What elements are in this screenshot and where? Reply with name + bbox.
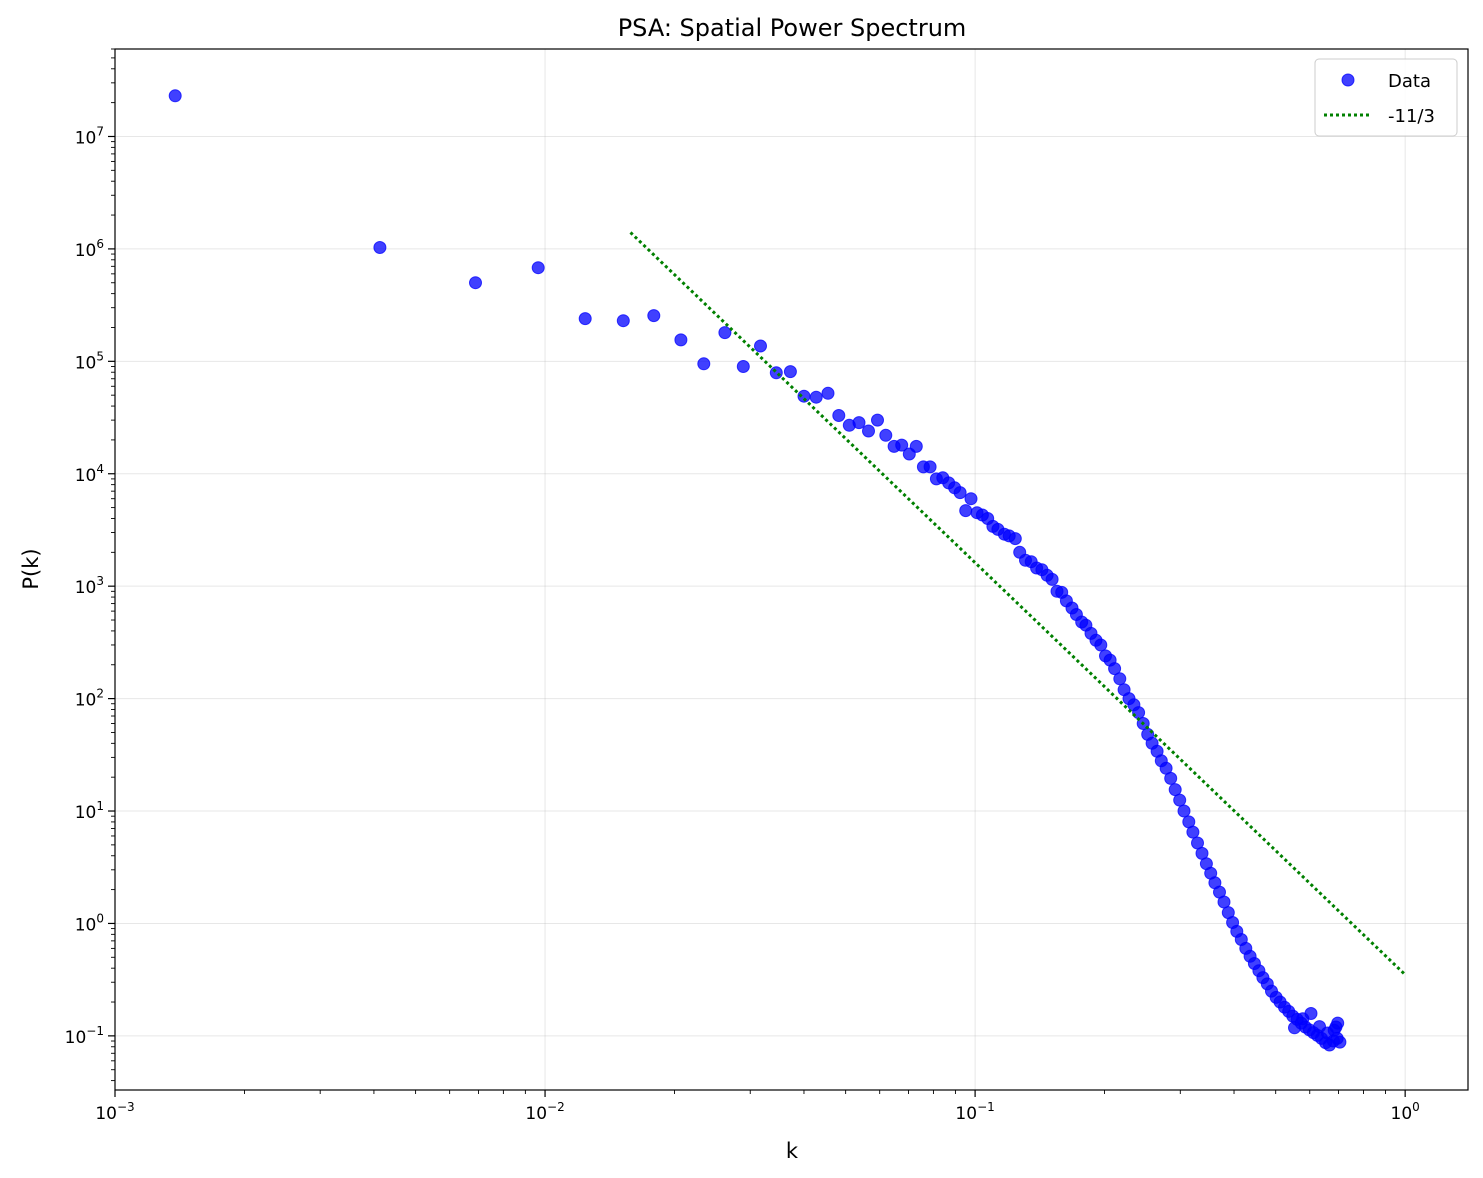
data-point [647, 309, 661, 323]
y-axis-label: P(k) [19, 548, 43, 589]
y-tick-label: 104 [75, 462, 104, 486]
data-point [697, 357, 711, 371]
data-point [964, 492, 978, 506]
data-point [1113, 672, 1127, 686]
data-point [1094, 638, 1108, 652]
data-point [909, 439, 923, 453]
y-tick-label: 10−1 [65, 1024, 104, 1048]
x-axis-label: k [786, 1139, 799, 1163]
data-point [1164, 771, 1178, 785]
data-point [754, 339, 767, 353]
plot-background [115, 49, 1468, 1090]
data-point [1333, 1035, 1347, 1049]
legend-label-data: Data [1388, 71, 1431, 92]
x-tick-label: 10−2 [525, 1100, 564, 1124]
data-point [852, 416, 866, 430]
y-tick-label: 101 [75, 799, 104, 823]
data-point [531, 261, 545, 275]
data-point [736, 360, 750, 373]
x-tick-label: 10−3 [95, 1100, 134, 1124]
x-tick-label: 10−1 [955, 1100, 994, 1124]
data-point [1329, 1020, 1343, 1034]
y-tick-label: 106 [75, 237, 104, 261]
y-tick-label: 107 [75, 124, 104, 148]
data-point [674, 333, 688, 347]
data-point [718, 326, 732, 340]
data-point [1008, 532, 1022, 546]
legend-marker-data [1341, 73, 1355, 87]
data-point [953, 486, 967, 500]
plot-frame [114, 48, 1469, 1091]
data-point [895, 438, 909, 452]
data-point [168, 89, 182, 103]
data-point [862, 424, 875, 438]
series-layer [168, 89, 1407, 1052]
data-point [616, 314, 630, 328]
data-point [578, 312, 592, 326]
y-tick-label: 103 [75, 574, 104, 598]
legend-label-fit: -11/3 [1388, 106, 1435, 127]
data-point [1304, 1007, 1318, 1020]
data-point [959, 504, 973, 518]
grid [114, 49, 1468, 1090]
y-axis: 10−1 100 101 102 103 104 105 106 107 [65, 48, 115, 1082]
data-point [1173, 793, 1187, 807]
data-point [821, 386, 835, 400]
data-point [1045, 572, 1059, 586]
legend-box [1314, 58, 1458, 137]
y-tick-label: 100 [75, 911, 104, 935]
x-axis: 10−3 10−2 10−1 100 [95, 1090, 1420, 1124]
legend: Data -11/3 [1314, 58, 1458, 137]
data-point [1108, 662, 1122, 676]
data-point [923, 460, 937, 474]
fit-line [629, 231, 1407, 976]
data-point [809, 390, 823, 404]
y-tick-label: 105 [75, 349, 104, 373]
data-point [373, 241, 387, 254]
data-point [769, 366, 783, 380]
data-point [469, 276, 482, 290]
data-point [879, 428, 893, 442]
chart-title: PSA: Spatial Power Spectrum [618, 14, 967, 42]
plot-area: 10−3 10−2 10−1 100 10−110010110210310410510… [65, 48, 1469, 1124]
y-tick-label: 102 [75, 687, 104, 711]
x-tick-label: 100 [1391, 1100, 1420, 1124]
data-point [832, 409, 846, 422]
data-point [871, 413, 884, 427]
data-point [1288, 1021, 1301, 1035]
data-point [1177, 804, 1191, 818]
data-point [783, 365, 797, 379]
data-point [1186, 825, 1200, 839]
